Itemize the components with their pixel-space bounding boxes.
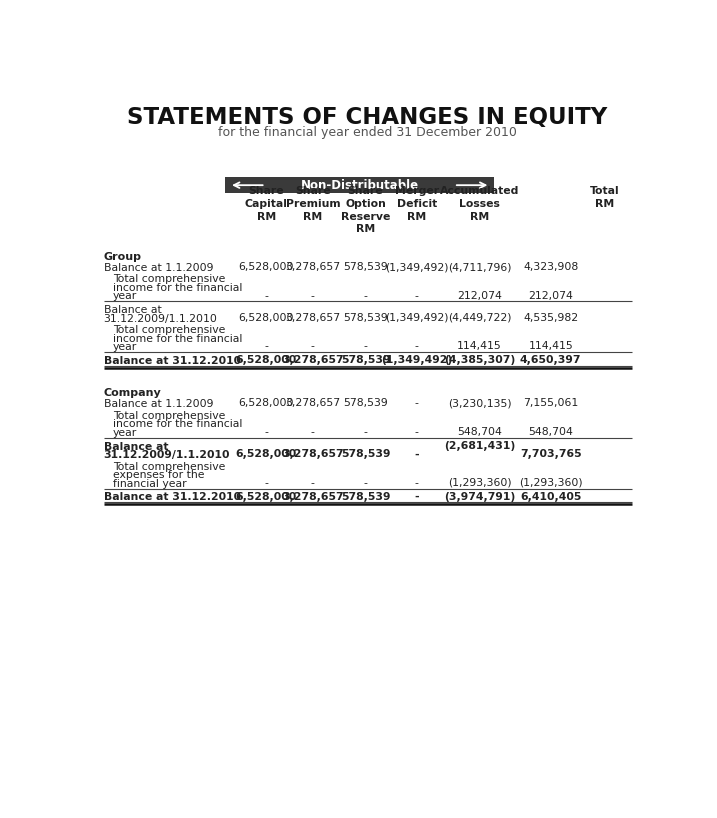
Text: (4,385,307): (4,385,307) — [444, 355, 515, 366]
Text: 6,528,000: 6,528,000 — [239, 313, 294, 323]
Text: 3,278,657: 3,278,657 — [282, 355, 343, 366]
Text: 6,528,000: 6,528,000 — [236, 355, 297, 366]
Text: 6,528,000: 6,528,000 — [236, 449, 297, 459]
Text: year: year — [113, 342, 137, 353]
Text: -: - — [364, 427, 368, 437]
Text: 3,278,657: 3,278,657 — [285, 398, 341, 408]
Text: 31.12.2009/1.1.2010: 31.12.2009/1.1.2010 — [103, 314, 217, 324]
Text: Balance at 1.1.2009: Balance at 1.1.2009 — [103, 399, 213, 409]
Text: 31.12.2009/1.1.2010: 31.12.2009/1.1.2010 — [103, 450, 230, 460]
Text: 578,539: 578,539 — [343, 398, 388, 408]
Text: 3,278,657: 3,278,657 — [282, 449, 343, 459]
Text: (4,711,796): (4,711,796) — [447, 263, 511, 272]
Text: 4,650,397: 4,650,397 — [520, 355, 581, 366]
Text: -: - — [364, 290, 368, 301]
Text: Merger
Deficit
RM: Merger Deficit RM — [394, 186, 439, 222]
Text: Non-Distributable: Non-Distributable — [300, 178, 419, 191]
Text: income for the financial: income for the financial — [113, 283, 242, 293]
Text: for the financial year ended 31 December 2010: for the financial year ended 31 December… — [218, 126, 516, 139]
Text: -: - — [311, 341, 315, 352]
Text: 6,528,000: 6,528,000 — [239, 398, 294, 408]
Text: financial year: financial year — [113, 479, 186, 488]
Text: 578,539: 578,539 — [341, 492, 390, 501]
Text: 548,704: 548,704 — [457, 427, 502, 437]
Text: 3,278,657: 3,278,657 — [282, 492, 343, 501]
Text: Share
Premium
RM: Share Premium RM — [285, 186, 340, 222]
Text: Balance at: Balance at — [103, 305, 161, 315]
Text: Group: Group — [103, 252, 141, 262]
Text: Share
Option
Reserve
RM: Share Option Reserve RM — [341, 186, 390, 234]
Text: 578,539: 578,539 — [341, 449, 390, 459]
Text: -: - — [265, 290, 268, 301]
Text: -: - — [414, 427, 419, 437]
Text: (1,293,360): (1,293,360) — [519, 478, 582, 488]
Text: Total
RM: Total RM — [590, 186, 619, 209]
Text: Total comprehensive: Total comprehensive — [113, 411, 225, 420]
Text: (4,449,722): (4,449,722) — [447, 313, 511, 323]
Text: income for the financial: income for the financial — [113, 334, 242, 344]
Text: (2,681,431): (2,681,431) — [444, 441, 515, 451]
Text: (1,349,492): (1,349,492) — [385, 313, 448, 323]
Text: (3,974,791): (3,974,791) — [444, 492, 515, 501]
Bar — [225, 178, 494, 193]
Text: 114,415: 114,415 — [457, 341, 502, 352]
Text: 6,528,000: 6,528,000 — [236, 492, 297, 501]
Text: 6,410,405: 6,410,405 — [520, 492, 581, 501]
Text: Balance at: Balance at — [103, 442, 168, 452]
Text: year: year — [113, 291, 137, 301]
Text: Total comprehensive: Total comprehensive — [113, 461, 225, 472]
Text: -: - — [364, 341, 368, 352]
Text: -: - — [311, 427, 315, 437]
Text: 578,539: 578,539 — [343, 313, 388, 323]
Text: 578,539: 578,539 — [343, 263, 388, 272]
Text: -: - — [414, 492, 419, 501]
Text: Total comprehensive: Total comprehensive — [113, 275, 225, 285]
Text: year: year — [113, 428, 137, 438]
Text: -: - — [311, 478, 315, 488]
Text: -: - — [364, 478, 368, 488]
Text: 548,704: 548,704 — [528, 427, 573, 437]
Text: Accumulated
Losses
RM: Accumulated Losses RM — [440, 186, 519, 222]
Text: -: - — [414, 398, 419, 408]
Text: 3,278,657: 3,278,657 — [285, 313, 341, 323]
Text: -: - — [414, 290, 419, 301]
Text: 114,415: 114,415 — [528, 341, 573, 352]
Text: -: - — [265, 341, 268, 352]
Text: (1,349,492): (1,349,492) — [385, 263, 448, 272]
Text: (1,293,360): (1,293,360) — [447, 478, 511, 488]
Text: Balance at 1.1.2009: Balance at 1.1.2009 — [103, 263, 213, 273]
Text: -: - — [414, 478, 419, 488]
Text: 4,323,908: 4,323,908 — [523, 263, 579, 272]
Text: Total comprehensive: Total comprehensive — [113, 326, 225, 335]
Text: income for the financial: income for the financial — [113, 420, 242, 429]
Text: (1,349,492): (1,349,492) — [381, 355, 452, 366]
Text: 7,155,061: 7,155,061 — [523, 398, 579, 408]
Text: (3,230,135): (3,230,135) — [447, 398, 511, 408]
Text: STATEMENTS OF CHANGES IN EQUITY: STATEMENTS OF CHANGES IN EQUITY — [127, 106, 607, 129]
Text: 4,535,982: 4,535,982 — [523, 313, 579, 323]
Text: 212,074: 212,074 — [528, 290, 573, 301]
Text: Share
Capital
RM: Share Capital RM — [245, 186, 288, 222]
Text: 6,528,000: 6,528,000 — [239, 263, 294, 272]
Text: -: - — [311, 290, 315, 301]
Text: -: - — [265, 427, 268, 437]
Text: 7,703,765: 7,703,765 — [520, 449, 581, 459]
Text: -: - — [265, 478, 268, 488]
Text: -: - — [414, 341, 419, 352]
Text: Balance at 31.12.2010: Balance at 31.12.2010 — [103, 492, 241, 502]
Text: Balance at 31.12.2010: Balance at 31.12.2010 — [103, 356, 241, 366]
Text: expenses for the: expenses for the — [113, 470, 204, 480]
Text: Company: Company — [103, 389, 161, 398]
Text: 3,278,657: 3,278,657 — [285, 263, 341, 272]
Text: 212,074: 212,074 — [457, 290, 502, 301]
Text: -: - — [414, 449, 419, 459]
Text: 578,539: 578,539 — [341, 355, 390, 366]
